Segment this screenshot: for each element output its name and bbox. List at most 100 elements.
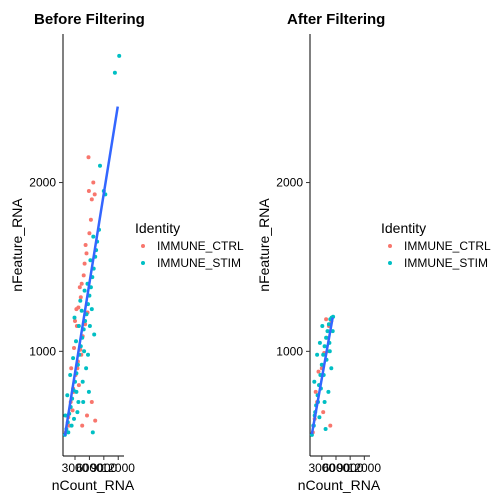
panel-title: After Filtering (287, 11, 385, 28)
data-point-immune-stim (92, 332, 97, 337)
y-tick-label: 2000 (276, 176, 303, 190)
x-axis-label: nCount_RNA (52, 477, 135, 493)
x-tick-label: 3000 (62, 461, 89, 475)
data-point-immune-ctrl (85, 413, 89, 418)
x-tick-label: 3000 (308, 461, 335, 475)
data-point-immune-stim (326, 322, 331, 327)
legend-title: Identity (135, 220, 180, 236)
data-point-immune-stim (315, 352, 320, 357)
data-point-immune-stim (69, 423, 74, 428)
data-point-immune-ctrl (78, 295, 83, 300)
data-point-immune-stim (325, 329, 330, 334)
legend-key-immune-stim (388, 261, 392, 265)
data-point-immune-ctrl (81, 273, 86, 278)
data-point-immune-stim (98, 163, 102, 168)
legend-title: Identity (381, 220, 426, 236)
data-point-immune-ctrl (93, 418, 98, 423)
data-point-immune-stim (71, 356, 76, 361)
data-point-immune-ctrl (79, 281, 84, 286)
data-point-immune-ctrl (313, 389, 318, 394)
data-point-immune-stim (117, 53, 122, 58)
x-tick-label: 9000 (337, 461, 364, 475)
x-tick-label: 6000 (76, 461, 103, 475)
data-point-immune-ctrl (88, 217, 93, 222)
data-point-immune-stim (79, 308, 84, 313)
data-point-immune-ctrl (84, 251, 89, 256)
legend-label-immune-stim: IMMUNE_STIM (157, 256, 241, 270)
data-point-immune-stim (82, 288, 87, 293)
y-tick-label: 1000 (29, 344, 56, 358)
data-point-immune-ctrl (80, 423, 85, 428)
x-tick-label: 9000 (90, 461, 117, 475)
data-point-immune-stim (72, 416, 76, 421)
trend-line (310, 317, 334, 435)
legend: Identity IMMUNE_CTRL IMMUNE_STIM (381, 220, 491, 270)
data-point-immune-stim (74, 389, 79, 394)
data-point-immune-ctrl (76, 305, 81, 310)
data-point-immune-ctrl (70, 408, 75, 413)
x-tick-label: 12000 (102, 461, 136, 475)
y-axis-label: nFeature_RNA (256, 198, 272, 292)
data-point-immune-stim (322, 344, 327, 349)
data-point-immune-stim (68, 373, 73, 377)
y-axis-label: nFeature_RNA (9, 198, 25, 292)
data-point-immune-stim (88, 258, 93, 263)
data-point-immune-ctrl (83, 243, 88, 247)
panel-title: Before Filtering (34, 11, 145, 28)
data-point-immune-stim (319, 362, 324, 367)
data-point-immune-stim (87, 324, 92, 328)
data-point-immune-stim (112, 70, 117, 75)
data-point-immune-stim (89, 307, 94, 312)
data-point-immune-ctrl (89, 400, 94, 404)
data-point-immune-ctrl (316, 369, 321, 374)
data-point-immune-stim (66, 430, 71, 435)
data-point-immune-ctrl (82, 261, 87, 266)
data-point-immune-stim (329, 366, 334, 371)
y-tick-label: 2000 (29, 176, 56, 190)
data-point-immune-stim (324, 335, 329, 340)
data-point-immune-ctrl (73, 319, 77, 323)
x-tick-label: 12000 (348, 461, 382, 475)
data-point-immune-stim (82, 349, 87, 354)
data-point-immune-ctrl (89, 197, 94, 202)
data-point-immune-stim (74, 339, 78, 344)
data-point-immune-stim (317, 340, 322, 345)
data-point-immune-stim (91, 234, 96, 239)
legend: Identity IMMUNE_CTRL IMMUNE_STIM (135, 220, 244, 270)
data-point-immune-stim (321, 352, 326, 357)
y-tick-label: 1000 (276, 344, 303, 358)
scatter-points (62, 53, 122, 437)
data-point-immune-stim (326, 389, 331, 394)
x-tick-label: 6000 (323, 461, 350, 475)
data-point-immune-stim (312, 379, 317, 384)
data-point-immune-ctrl (86, 155, 91, 160)
data-point-immune-ctrl (92, 192, 97, 197)
trend-line (63, 106, 119, 436)
data-point-immune-stim (90, 430, 95, 435)
data-point-immune-stim (63, 413, 68, 418)
data-point-immune-stim (86, 389, 91, 394)
legend-label-immune-ctrl: IMMUNE_CTRL (404, 239, 491, 253)
legend-key-immune-stim (141, 261, 145, 265)
data-point-immune-ctrl (328, 423, 333, 428)
data-point-immune-ctrl (87, 231, 92, 236)
data-point-immune-stim (322, 400, 327, 404)
data-point-immune-stim (320, 324, 325, 328)
data-point-immune-stim (76, 324, 81, 328)
data-point-immune-stim (86, 352, 90, 357)
data-point-immune-stim (84, 366, 89, 371)
data-point-immune-ctrl (77, 285, 82, 290)
data-point-immune-ctrl (72, 346, 76, 350)
data-point-immune-ctrl (86, 189, 91, 193)
data-point-immune-ctrl (69, 366, 74, 371)
data-point-immune-stim (327, 349, 332, 354)
data-point-immune-ctrl (321, 410, 326, 415)
data-point-immune-ctrl (76, 383, 81, 388)
data-point-immune-stim (317, 415, 322, 420)
panel-after-filtering: After Filtering nFeature_RNA nCount_RNA … (256, 11, 491, 493)
data-point-immune-stim (78, 298, 83, 303)
data-point-immune-stim (75, 410, 80, 415)
